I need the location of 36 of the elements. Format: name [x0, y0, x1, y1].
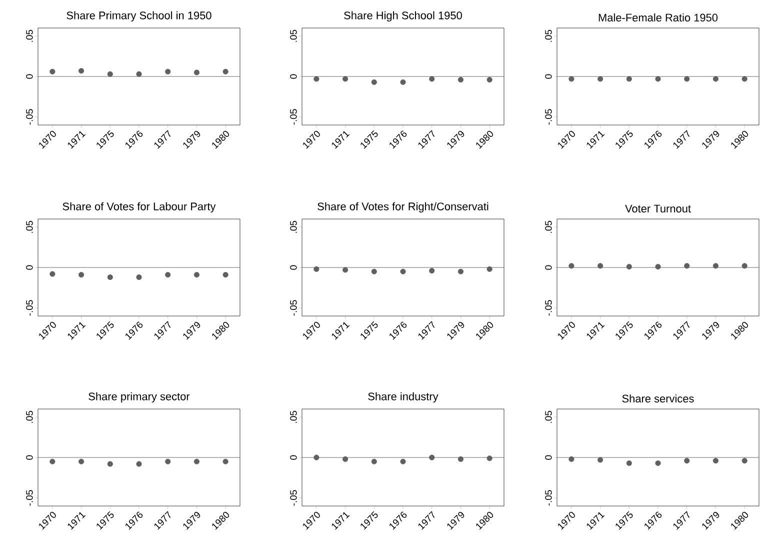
- chart-title: Male-Female Ratio 1950: [598, 13, 718, 22]
- y-tick-label: .05: [290, 410, 297, 423]
- y-tick-label: -.05: [290, 300, 297, 316]
- y-tick-label: 0: [290, 265, 297, 270]
- y-tick-label: -.05: [545, 300, 552, 316]
- y-tick-label: .05: [290, 30, 297, 42]
- y-tick-label: 0: [26, 455, 33, 460]
- chart-title: Share services: [622, 394, 694, 402]
- y-tick-label: 0: [26, 265, 33, 270]
- y-tick-label: -.05: [545, 490, 552, 506]
- chart-title: Share primary sector: [88, 392, 190, 402]
- y-tick-label: .05: [545, 220, 552, 233]
- y-tick-label: -.05: [26, 109, 33, 125]
- y-tick-label: .05: [26, 30, 33, 42]
- y-tick-label: .05: [290, 220, 297, 233]
- chart-title: Voter Turnout: [625, 204, 691, 212]
- y-tick-label: 0: [290, 455, 297, 460]
- y-tick-label: 0: [545, 265, 552, 270]
- y-tick-label: -.05: [26, 300, 33, 316]
- y-tick-label: .05: [545, 410, 552, 423]
- y-tick-label: -.05: [290, 490, 297, 506]
- y-tick-label: .05: [26, 220, 33, 233]
- chart-title: Share of Votes for Right/Conservati: [318, 202, 488, 212]
- y-tick-label: .05: [26, 410, 33, 423]
- y-tick-label: 0: [545, 455, 552, 460]
- y-tick-label: -.05: [26, 490, 33, 506]
- y-tick-label: 0: [290, 74, 297, 79]
- chart-title: Share Primary School in 1950: [66, 11, 212, 22]
- y-tick-label: -.05: [545, 109, 552, 125]
- y-tick-label: 0: [545, 74, 552, 79]
- y-tick-label: 0: [26, 74, 33, 79]
- y-tick-label: -.05: [290, 109, 297, 125]
- chart-title: Share industry: [368, 392, 438, 402]
- chart-title: Share of Votes for Labour Party: [62, 202, 216, 212]
- y-tick-label: .05: [545, 30, 552, 42]
- chart-title: Share High School 1950: [344, 11, 462, 22]
